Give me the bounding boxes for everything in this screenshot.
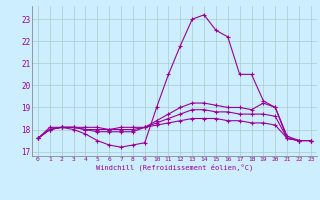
X-axis label: Windchill (Refroidissement éolien,°C): Windchill (Refroidissement éolien,°C) xyxy=(96,164,253,171)
